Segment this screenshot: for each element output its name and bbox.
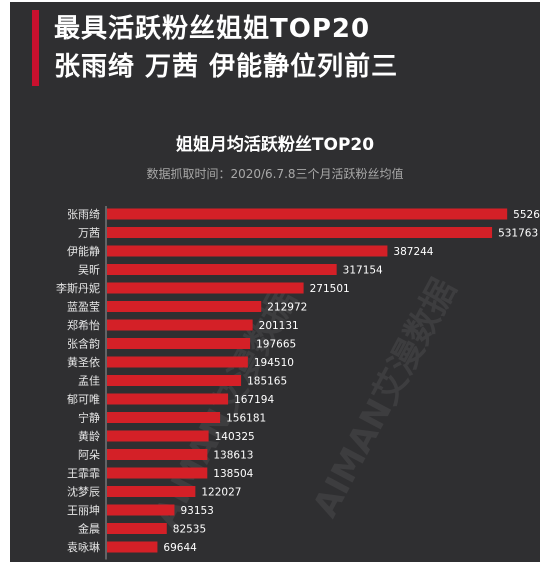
category-label: 阿朵	[78, 449, 100, 462]
data-label: 197665	[256, 339, 296, 351]
bar	[107, 486, 196, 497]
bar-chart: 张雨绮 552619 万茜 531763 伊能静 387244 吴昕 317154 李斯丹妮 27…	[56, 206, 540, 560]
category-label: 黄圣依	[67, 355, 100, 369]
bar	[107, 393, 229, 405]
bar	[107, 208, 508, 220]
category-label: 孟佳	[78, 374, 100, 388]
bar	[107, 541, 158, 553]
category-label: 吴昕	[78, 264, 100, 277]
bar	[107, 375, 242, 386]
bar	[107, 467, 208, 479]
bar	[107, 523, 167, 534]
category-label: 张含韵	[67, 337, 100, 351]
data-label: 82535	[173, 524, 206, 536]
category-label: 郑希怡	[67, 318, 100, 332]
chart-title: 姐姐月均活跃粉丝TOP20	[175, 135, 375, 155]
bar	[107, 356, 248, 368]
chart-subtitle: 数据抓取时间：2020/6.7.8三个月活跃粉丝均值	[146, 167, 404, 181]
data-label: 167194	[234, 394, 274, 406]
data-label: 552619	[513, 209, 540, 221]
bar	[107, 264, 337, 275]
category-label: 万茜	[78, 227, 100, 240]
bar	[107, 412, 221, 423]
bar	[107, 282, 304, 294]
data-label: 387244	[393, 246, 433, 258]
data-label: 271501	[310, 283, 350, 295]
category-label: 王霏霏	[67, 467, 100, 480]
category-label: 李斯丹妮	[56, 281, 100, 295]
data-label: 156181	[226, 413, 266, 425]
bar	[107, 245, 388, 257]
data-label: 317154	[343, 265, 383, 277]
data-label: 140325	[215, 431, 255, 443]
bar	[107, 319, 253, 331]
headline-line-2: 张雨绮 万茜 伊能静位列前三	[54, 52, 399, 82]
bar	[107, 430, 209, 442]
bar	[107, 504, 175, 516]
category-label: 蓝盈莹	[67, 301, 100, 314]
infographic-panel: 最具活跃粉丝姐姐TOP20 张雨绮 万茜 伊能静位列前三 姐姐月均活跃粉丝TOP…	[10, 2, 540, 562]
data-label: 531763	[498, 228, 538, 240]
headline-line-1: 最具活跃粉丝姐姐TOP20	[54, 14, 371, 44]
data-label: 212972	[267, 302, 307, 314]
data-label: 201131	[259, 320, 299, 332]
data-label: 138613	[213, 450, 253, 462]
category-label: 袁咏琳	[67, 540, 100, 554]
category-label: 王丽坤	[67, 503, 100, 517]
category-label: 伊能静	[67, 244, 100, 258]
data-label: 93153	[180, 505, 213, 517]
data-label: 185165	[247, 376, 287, 388]
bar	[107, 301, 262, 312]
category-label: 沈梦辰	[67, 485, 100, 499]
data-label: 122027	[201, 487, 241, 499]
category-label: 黄龄	[78, 429, 100, 443]
data-label: 69644	[163, 542, 197, 554]
category-label: 张雨绮	[67, 207, 100, 221]
category-label: 郁可唯	[67, 392, 100, 406]
category-label: 宁静	[78, 411, 100, 425]
data-label: 194510	[254, 357, 294, 369]
data-label: 138504	[213, 468, 253, 480]
category-label: 金晨	[78, 522, 100, 536]
headline-accent-bar	[32, 10, 39, 86]
bar	[107, 338, 251, 349]
bar	[107, 449, 208, 460]
bar	[107, 227, 493, 238]
